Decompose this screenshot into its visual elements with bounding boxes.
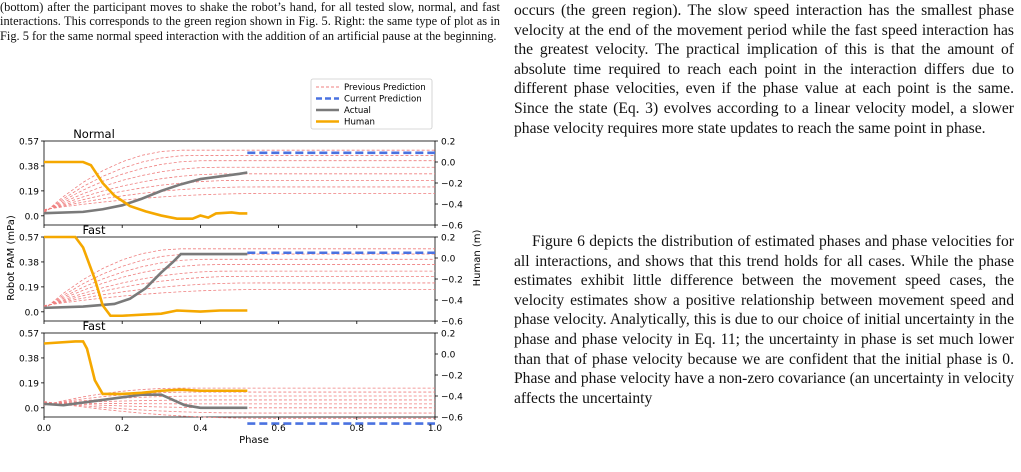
legend-box [310,78,433,130]
actual-line [43,393,248,410]
y-right-tick-label: 0.2 [441,138,455,148]
actual-line [43,252,248,310]
y-right-tick-label: −0.2 [441,372,463,382]
previous-prediction-line [43,179,435,211]
y-right-tick-label: −0.2 [441,180,463,190]
x-tick-label: 0.8 [350,424,365,434]
subplot-2: Fast 0.0 0.19 0.38 0.57 −0.6 −0.4 −0.2 0.0 0.2 [19,223,463,328]
human-line [44,235,248,318]
x-tick-label: 0.6 [271,424,286,434]
chart-legend: Previous Prediction Current PredictionAct… [310,78,433,130]
y-right-tick-label: 0.0 [441,255,456,265]
x-axis-label: Phase [239,435,269,446]
inline-math-zero: 0 [1002,350,1011,368]
figure-caption: (bottom) after the participant moves to … [0,0,500,43]
previous-prediction-line [43,248,435,310]
previous-prediction-line [43,193,435,210]
y-left-tick-label: 0.0 [25,308,40,318]
x-tick-label: 1.0 [428,424,443,434]
y-left-tick-label: 0.57 [19,330,39,340]
subplot-frame [43,332,436,418]
subplot-title: Normal [73,127,115,141]
y-left-tick-label: 0.19 [19,283,39,293]
subplot-title: Fast [82,223,106,237]
y-left-tick-label: 0.19 [19,379,39,389]
subplot-title: Fast [82,319,106,333]
x-tick-label: 0.4 [193,424,208,434]
previous-prediction-line [43,399,435,405]
y-right-tick-label: −0.4 [441,393,463,403]
previous-prediction-line [43,391,435,406]
previous-prediction-line [43,155,435,213]
y-left-tick-label: 0.19 [19,187,39,197]
previous-prediction-line [43,401,435,414]
y-left-tick-label: 0.57 [19,138,39,148]
y-axis-label-right: Human (m) [472,230,483,287]
y-left-tick-label: 0.38 [19,354,39,364]
y-left-tick-label: 0.0 [25,212,40,222]
text-column: occurs (the green region). The slow spee… [514,0,1014,472]
previous-prediction-line [43,282,435,307]
y-right-tick-label: −0.6 [441,414,463,424]
subplot-3: Fast 0.0 0.19 0.38 0.57 −0.6 −0.4 −0.2 0.0 0.2 0.0… [19,319,463,434]
previous-prediction-line [43,166,435,212]
y-right-tick-label: 0.0 [441,159,456,169]
previous-prediction-line [43,186,435,211]
body-paragraph-2: Figure 6 depicts the distribution of est… [514,232,1014,408]
previous-prediction-line [43,289,435,306]
previous-prediction-line [43,258,435,309]
previous-prediction-line [43,149,435,214]
y-right-tick-label: 0.0 [441,351,456,361]
x-tick-label: 0.0 [37,424,52,434]
figure-chart: Normal0.00.190.380.57−0.6−0.4−0.20.00.2F… [6,78,483,446]
x-tick-label: 0.2 [115,424,129,434]
y-right-tick-label: −0.4 [441,201,463,211]
legend-label: Human [344,118,375,128]
legend-label: Actual [344,106,371,116]
legend-label: Current Prediction [344,95,422,105]
paragraph-2-part-1: Figure 6 depicts the distribution of est… [514,233,1014,368]
y-left-tick-label: 0.0 [25,404,40,414]
body-paragraph-1: occurs (the green region). The slow spee… [514,2,1014,137]
y-left-tick-label: 0.38 [19,162,39,172]
human-line [44,160,248,220]
y-right-tick-label: 0.2 [441,330,455,340]
previous-prediction-line [43,402,435,405]
legend-label: Previous Prediction [344,83,426,93]
figure-column: (bottom) after the participant moves to … [0,0,505,472]
y-left-tick-label: 0.38 [19,258,39,268]
y-right-tick-label: −0.6 [441,318,463,328]
previous-prediction-line [43,270,435,308]
subplot-1: Normal 0.0 0.19 0.38 0.57 −0.6 −0.4 −0.2 0.0 0.2 [19,127,463,232]
paragraph-2-part-2: . Phase and phase velocity have a non-ze… [514,350,1014,407]
y-right-tick-label: −0.2 [441,276,463,286]
y-right-tick-label: −0.4 [441,297,463,307]
previous-prediction-line [43,160,435,213]
actual-line [43,171,248,215]
previous-prediction-line [43,275,435,307]
y-axis-label-left: Robot PAM (mPa) [6,215,17,301]
y-right-tick-label: −0.6 [441,222,463,232]
subplot-frame [43,140,436,226]
y-right-tick-label: 0.2 [441,234,455,244]
y-left-tick-label: 0.57 [19,234,39,244]
previous-prediction-line [43,401,435,419]
previous-prediction-line [43,264,435,308]
human-line [43,340,248,396]
